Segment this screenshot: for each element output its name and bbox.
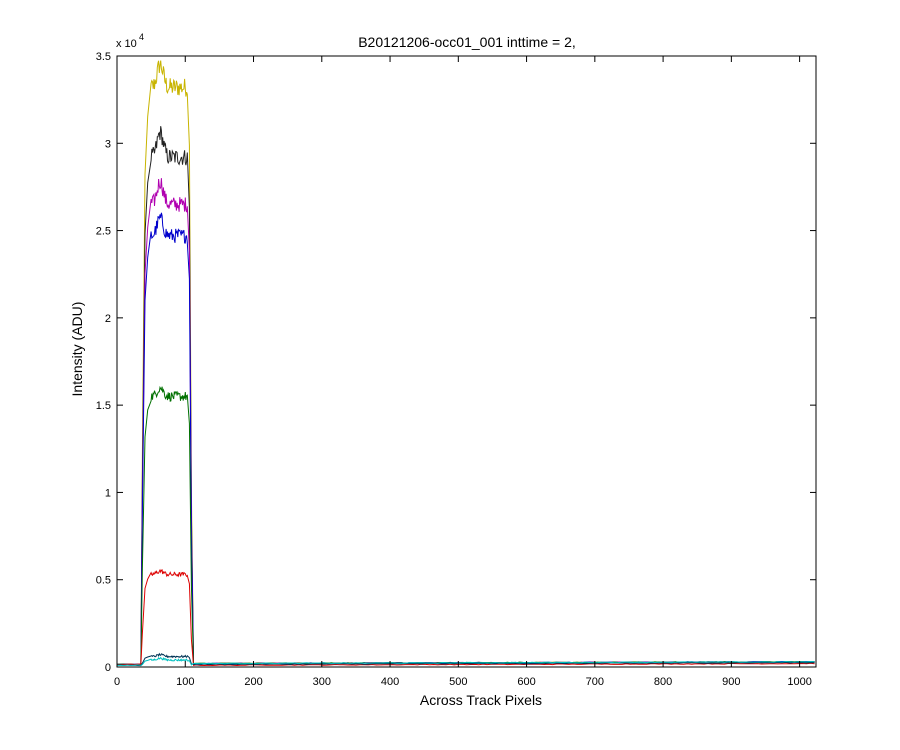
chart-title: B20121206-occ01_001 inttime = 2,	[358, 34, 576, 50]
series-line-8	[117, 656, 815, 667]
x-tick-label: 200	[244, 676, 262, 688]
x-tick-label: 300	[313, 676, 331, 688]
series-line-1	[116, 60, 815, 666]
series-line-2	[116, 126, 815, 666]
y-tick-label: 1	[105, 487, 111, 499]
exponent-label: x 10 4	[116, 32, 144, 50]
x-tick-label: 600	[517, 676, 535, 688]
y-tick-label: 2.5	[96, 226, 111, 238]
series-line-7	[116, 652, 815, 667]
y-tick-label: 3	[105, 138, 111, 150]
y-tick-label: 1.5	[96, 400, 111, 412]
x-tick-label: 800	[654, 676, 672, 688]
exponent-prefix: x 10	[116, 38, 137, 50]
series-line-4	[116, 212, 815, 666]
series-line-3	[116, 178, 815, 666]
plot-frame	[116, 55, 817, 668]
y-tick-label: 2	[105, 313, 111, 325]
exponent-value: 4	[139, 32, 144, 42]
y-tick-label: 0.5	[96, 575, 111, 587]
y-axis-label: Intensity (ADU)	[69, 302, 85, 397]
series-line-6	[117, 568, 815, 667]
x-tick-label: 900	[722, 676, 740, 688]
plot-area	[116, 55, 817, 668]
x-tick-label: 1000	[787, 676, 811, 688]
x-tick-label: 400	[381, 676, 399, 688]
x-tick-label: 500	[449, 676, 467, 688]
x-axis-label: Across Track Pixels	[420, 692, 542, 708]
axis-ticks: 0 100 200 300 400 500 600 700 800 900 1000 0 0.5 1 1.5…	[96, 51, 816, 688]
x-tick-label: 700	[586, 676, 604, 688]
x-tick-label: 0	[114, 676, 120, 688]
x-tick-label: 100	[176, 676, 194, 688]
series-line-5	[116, 385, 815, 666]
y-tick-label: 3.5	[96, 51, 111, 63]
y-tick-label: 0	[105, 662, 111, 674]
